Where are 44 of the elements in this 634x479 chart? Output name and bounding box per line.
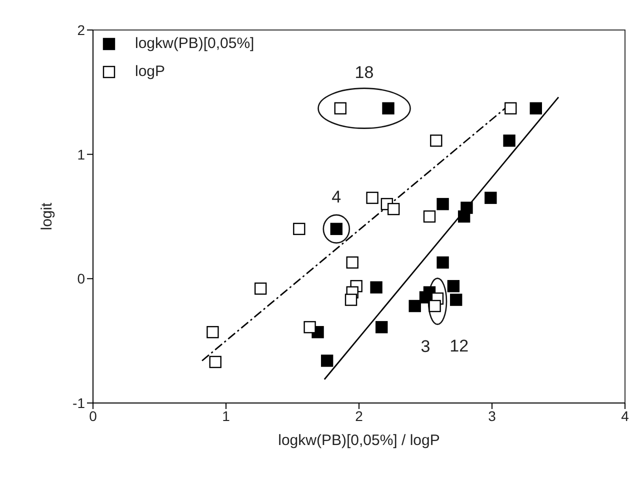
annotation: 3 <box>420 336 430 356</box>
point <box>430 134 442 147</box>
point <box>419 291 432 304</box>
point <box>254 282 267 295</box>
point <box>423 210 436 223</box>
y-tick-label: 0 <box>77 270 86 287</box>
point <box>346 256 358 269</box>
point <box>436 198 449 210</box>
point <box>344 294 358 306</box>
point <box>458 210 470 223</box>
point <box>206 326 219 338</box>
legend-label: logkw(PB)[0,05%] <box>135 34 254 52</box>
y-axis-title: logit <box>38 202 56 230</box>
point <box>484 192 497 204</box>
point <box>382 102 394 114</box>
y-tick-label: 1 <box>77 146 86 162</box>
x-tick-label: 4 <box>621 408 630 424</box>
point <box>408 300 421 312</box>
annotation: 12 <box>450 336 469 356</box>
point <box>366 192 378 204</box>
y-tick-label: 2 <box>77 22 86 38</box>
point <box>387 202 400 216</box>
x-tick-label: 3 <box>488 408 496 424</box>
point <box>304 321 316 334</box>
legend-label: logP <box>135 62 166 80</box>
point <box>293 222 306 236</box>
point <box>370 281 382 294</box>
point <box>503 134 516 147</box>
point <box>320 354 334 367</box>
x-tick-label: 0 <box>89 408 98 424</box>
point <box>376 321 388 334</box>
point <box>334 102 346 114</box>
x-tick-label: 1 <box>222 408 230 424</box>
point <box>504 102 517 114</box>
point <box>450 294 462 306</box>
point <box>436 256 449 269</box>
y-tick-label: -1 <box>72 394 86 411</box>
annotation: 18 <box>354 62 374 82</box>
annotation: 4 <box>332 187 342 206</box>
x-axis-title: logkw(PB)[0,05%] / logP <box>278 432 440 449</box>
point <box>530 102 542 114</box>
point <box>209 356 222 368</box>
point <box>447 280 460 292</box>
x-tick-label: 2 <box>355 408 364 424</box>
